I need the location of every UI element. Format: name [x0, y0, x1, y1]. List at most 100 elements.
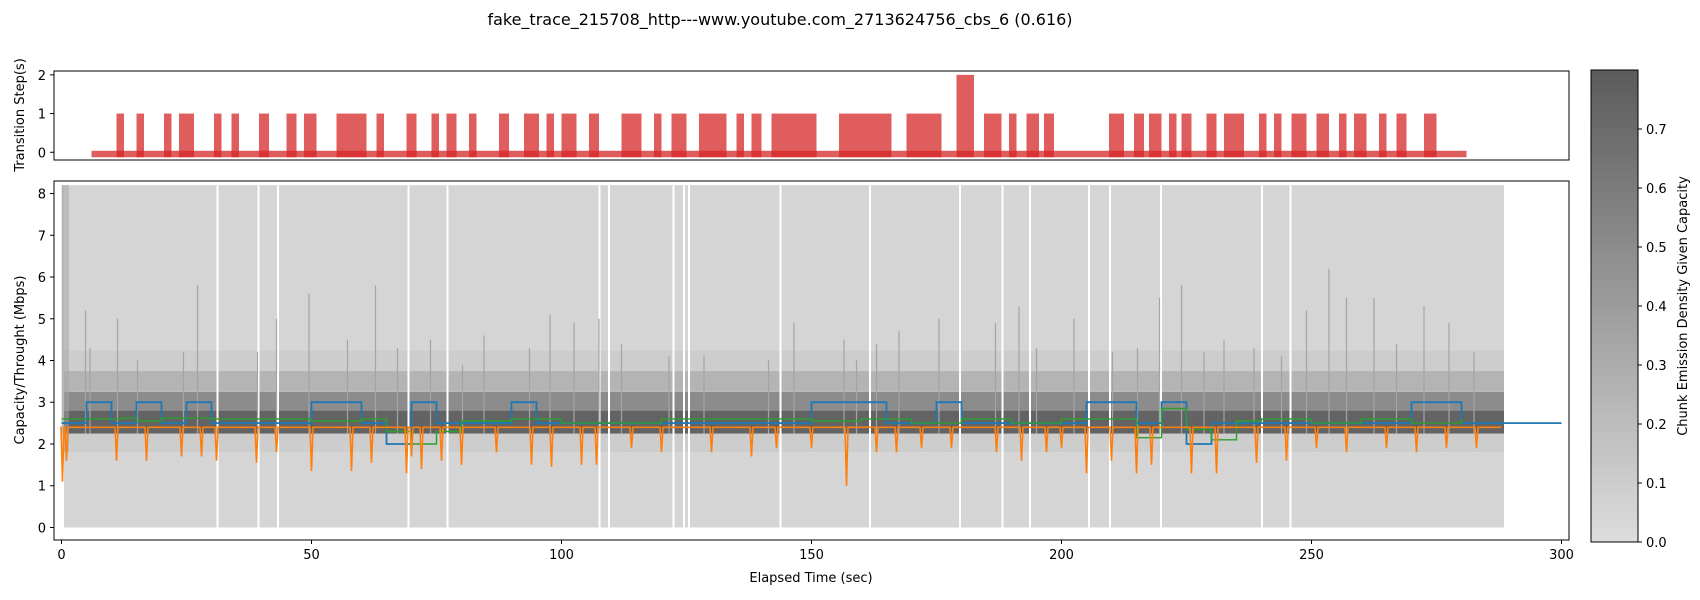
density-heatmap — [61, 185, 1504, 536]
transition-bar — [1134, 113, 1144, 158]
series-lines — [60, 401, 1562, 486]
main-panel: 0 50 100 150 200 250 300 0 1 2 3 4 5 6 7 8 Elapsed Tim… — [13, 180, 1574, 586]
density-gap — [779, 185, 782, 536]
transition-bar — [1396, 113, 1407, 158]
chart-title: fake_trace_215708_http---www.youtube.com… — [487, 10, 1072, 30]
density-band — [64, 391, 1504, 411]
top-y-tick-label: 0 — [38, 146, 46, 161]
colorbar: 0.0 0.1 0.2 0.3 0.4 0.5 0.6 0.7 Chunk Emission … — [1590, 69, 1691, 551]
transition-bar — [736, 113, 744, 158]
transition-bar — [376, 113, 384, 158]
x-tick-label: 50 — [303, 548, 320, 563]
transition-bars — [91, 74, 1467, 158]
density-gap — [959, 185, 961, 536]
x-tick-label: 300 — [1549, 548, 1574, 563]
transition-bar — [906, 113, 942, 158]
transition-bar — [214, 113, 222, 158]
transition-bar — [304, 113, 317, 158]
density-gap — [869, 185, 871, 536]
transition-bar — [286, 113, 297, 158]
transition-bar — [1259, 113, 1267, 158]
transition-bar — [751, 113, 762, 158]
density-band — [64, 370, 1504, 392]
main-y-ticks: 0 1 2 3 4 5 6 7 8 — [38, 188, 54, 536]
colorbar-ticks: 0.0 0.1 0.2 0.3 0.4 0.5 0.6 0.7 — [1638, 123, 1667, 551]
density-gap — [446, 185, 449, 536]
transition-bar — [699, 113, 727, 158]
transition-bar — [771, 113, 817, 158]
y-tick-label: 4 — [38, 355, 46, 370]
transition-bar — [1026, 113, 1039, 158]
y-tick-label: 3 — [38, 396, 46, 411]
transition-bar — [1316, 113, 1329, 158]
density-band — [64, 452, 1504, 528]
density-gap — [1289, 185, 1292, 536]
top-y-tick-label: 1 — [38, 108, 46, 123]
y-tick-label: 1 — [38, 480, 46, 495]
y-tick-label: 8 — [38, 188, 46, 203]
top-panel: 0 1 2 Transition Step(s) — [13, 58, 1570, 173]
density-band — [64, 185, 1504, 351]
y-axis-label: Capacity/Throught (Mbps) — [13, 276, 28, 445]
transition-bar — [1169, 113, 1177, 158]
density-gap — [1001, 185, 1004, 536]
transition-bar — [231, 113, 239, 158]
density-gap — [1261, 185, 1263, 536]
x-tick-label: 0 — [57, 548, 65, 563]
transition-bar — [136, 113, 144, 158]
colorbar-tick-label: 0.4 — [1646, 300, 1667, 315]
colorbar-label: Chunk Emission Density Given Capacity — [1676, 176, 1691, 436]
colorbar-tick-label: 0.2 — [1646, 418, 1667, 433]
transition-bar — [446, 113, 457, 158]
top-y-tick-label: 2 — [38, 69, 46, 84]
transition-bar — [336, 113, 367, 158]
transition-bar — [1291, 113, 1307, 158]
density-gap — [1029, 185, 1031, 536]
transition-bar — [1274, 113, 1282, 158]
transition-bar — [671, 113, 687, 158]
transition-bar — [179, 113, 194, 158]
x-tick-label: 200 — [1049, 548, 1074, 563]
transition-bar — [1181, 113, 1192, 158]
transition-bar — [406, 113, 417, 158]
transition-bar — [116, 113, 124, 158]
colorbar-tick-label: 0.3 — [1646, 359, 1667, 374]
top-panel-frame — [53, 70, 1570, 161]
x-tick-label: 100 — [549, 548, 574, 563]
density-onset — [61, 185, 69, 453]
transition-bar — [524, 113, 539, 158]
transition-bar — [546, 113, 554, 158]
transition-bar — [164, 113, 172, 158]
x-axis-label: Elapsed Time (sec) — [749, 571, 872, 586]
transition-bar — [621, 113, 642, 158]
density-gap — [216, 185, 219, 536]
y-tick-label: 5 — [38, 313, 46, 328]
transition-bar — [1339, 113, 1347, 158]
transition-bar — [1109, 113, 1124, 158]
colorbar-gradient — [1590, 69, 1639, 543]
density-gap — [257, 185, 260, 536]
density-gap — [407, 185, 410, 536]
transition-bar — [654, 113, 662, 158]
throughput-line — [60, 426, 1502, 486]
y-tick-label: 0 — [38, 521, 46, 536]
transition-bar — [1224, 113, 1244, 158]
transition-bar — [1044, 113, 1054, 158]
colorbar-tick-label: 0.0 — [1646, 536, 1667, 551]
density-band — [64, 350, 1504, 371]
colorbar-tick-label: 0.7 — [1646, 123, 1667, 138]
density-gap — [1160, 185, 1162, 536]
transition-bar — [589, 113, 599, 158]
y-tick-label: 6 — [38, 271, 46, 286]
transition-bar — [1149, 113, 1162, 158]
transition-bar — [469, 113, 477, 158]
colorbar-tick-label: 0.1 — [1646, 477, 1667, 492]
estimate-line — [61, 407, 1463, 445]
colorbar-tick-label: 0.6 — [1646, 182, 1667, 197]
transition-bar — [1206, 113, 1217, 158]
transition-bar — [499, 113, 509, 158]
top-y-axis-label: Transition Step(s) — [13, 58, 28, 173]
x-tick-label: 150 — [799, 548, 824, 563]
transition-bar — [1424, 113, 1437, 158]
transition-bar — [1379, 113, 1387, 158]
